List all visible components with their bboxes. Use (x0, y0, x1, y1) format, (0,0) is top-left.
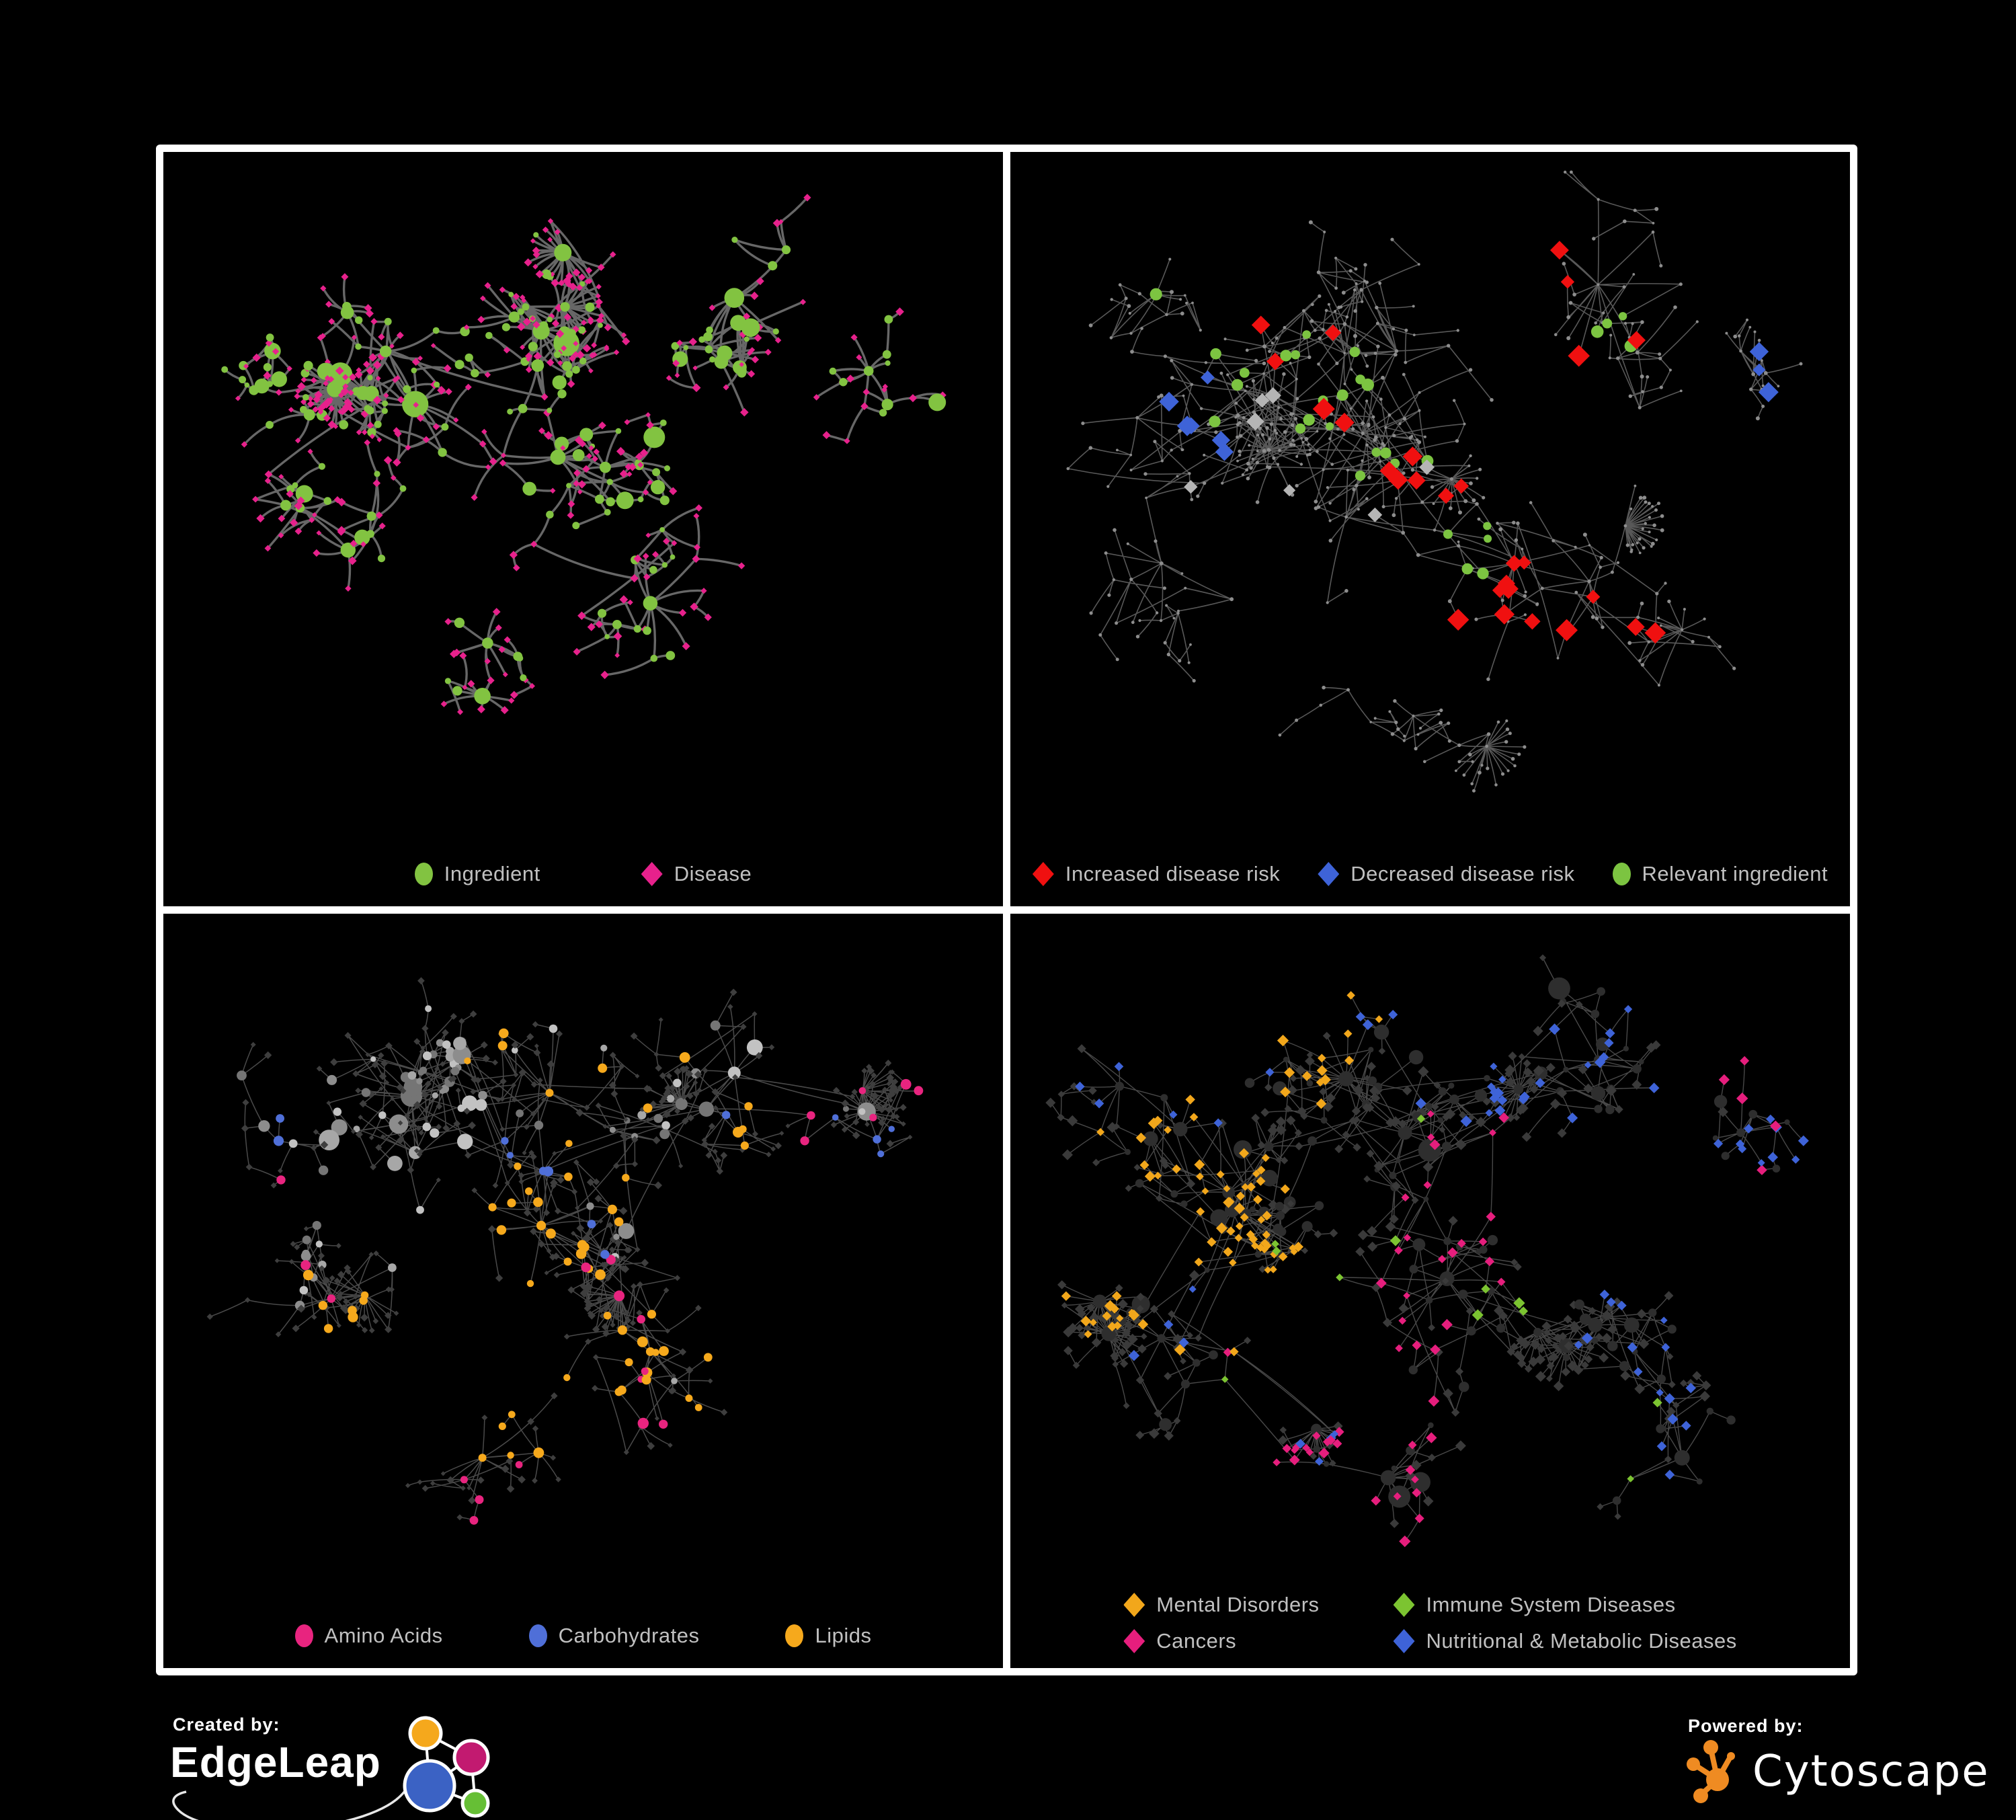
legend-item-increased-risk: Increased disease risk (1032, 862, 1281, 886)
decreased-risk-marker-icon (1318, 862, 1340, 886)
cytoscape-branding: Powered by: Cytoscape (1684, 1716, 2000, 1817)
panel-ingredient-classes: Amino Acids Carbohydrates Lipids (163, 914, 1003, 1668)
carbohydrates-marker-icon (528, 1624, 547, 1647)
legend-item-cancers: Cancers (1123, 1629, 1319, 1653)
legend-item-decreased-risk: Decreased disease risk (1318, 862, 1574, 886)
edgeleap-branding: Created by: EdgeLeap (163, 1709, 513, 1820)
mental-disorders-marker-icon (1123, 1593, 1145, 1617)
legend-item-mental-disorders: Mental Disorders (1123, 1593, 1319, 1617)
panel-disease-classes: Mental Disorders Immune System Diseases … (1010, 914, 1850, 1668)
panel-ingredient-disease: Ingredient Disease (163, 152, 1003, 906)
amino-acids-marker-icon (294, 1624, 313, 1647)
legend-label: Amino Acids (324, 1624, 443, 1647)
edgeleap-wordmark: EdgeLeap (170, 1738, 381, 1786)
cancers-marker-icon (1123, 1629, 1145, 1653)
legend-item-relevant-ingredient: Relevant ingredient (1612, 862, 1828, 886)
relevant-ingredient-marker-icon (1612, 863, 1631, 885)
legend-label: Disease (674, 862, 752, 885)
legend-item-disease: Disease (641, 862, 752, 886)
network-ingredient-disease (221, 194, 946, 715)
panel-disease-risk: Increased disease risk Decreased disease… (1010, 152, 1850, 906)
edgeleap-logo-icon (172, 1716, 490, 1820)
cytoscape-wordmark: Cytoscape (1752, 1747, 1990, 1796)
legend-item-amino-acids: Amino Acids (294, 1624, 443, 1648)
network-ingredient-classes (206, 977, 924, 1525)
legend-item-immune-diseases: Immune System Diseases (1393, 1593, 1737, 1617)
legend-disease-classes: Mental Disorders Immune System Diseases … (1123, 1593, 1737, 1653)
created-by-label: Created by: (173, 1714, 280, 1735)
legend-disease-risk: Increased disease risk Decreased disease… (1010, 862, 1850, 886)
increased-risk-marker-icon (1032, 862, 1054, 886)
lipids-marker-icon (785, 1624, 804, 1647)
legend-item-ingredient: Ingredient (414, 862, 540, 886)
network-disease-classes (1045, 954, 1809, 1548)
legend-item-carbohydrates: Carbohydrates (528, 1624, 700, 1648)
panels-grid: Ingredient Disease Increased disease ris… (156, 145, 1857, 1675)
legend-ingredient-classes: Amino Acids Carbohydrates Lipids (163, 1624, 1003, 1648)
legend-label: Cancers (1156, 1629, 1237, 1653)
legend-label: Increased disease risk (1065, 862, 1281, 885)
legend-label: Mental Disorders (1156, 1593, 1320, 1616)
disease-marker-icon (641, 862, 663, 886)
legend-label: Ingredient (444, 862, 540, 885)
legend-label: Carbohydrates (558, 1624, 700, 1647)
legend-label: Nutritional & Metabolic Diseases (1426, 1629, 1737, 1653)
legend-label: Decreased disease risk (1350, 862, 1575, 885)
immune-diseases-marker-icon (1393, 1593, 1415, 1617)
legend-ingredient-disease: Ingredient Disease (163, 862, 1003, 886)
cytoscape-logo-icon (1687, 1740, 1735, 1803)
powered-by-label: Powered by: (1688, 1716, 1804, 1736)
network-disease-risk (1066, 170, 1803, 793)
legend-label: Immune System Diseases (1426, 1593, 1676, 1616)
nutritional-metabolic-marker-icon (1393, 1629, 1415, 1653)
legend-item-nutritional-metabolic: Nutritional & Metabolic Diseases (1393, 1629, 1737, 1653)
legend-item-lipids: Lipids (785, 1624, 871, 1648)
legend-label: Lipids (815, 1624, 872, 1647)
legend-label: Relevant ingredient (1642, 862, 1828, 885)
ingredient-marker-icon (414, 863, 433, 885)
